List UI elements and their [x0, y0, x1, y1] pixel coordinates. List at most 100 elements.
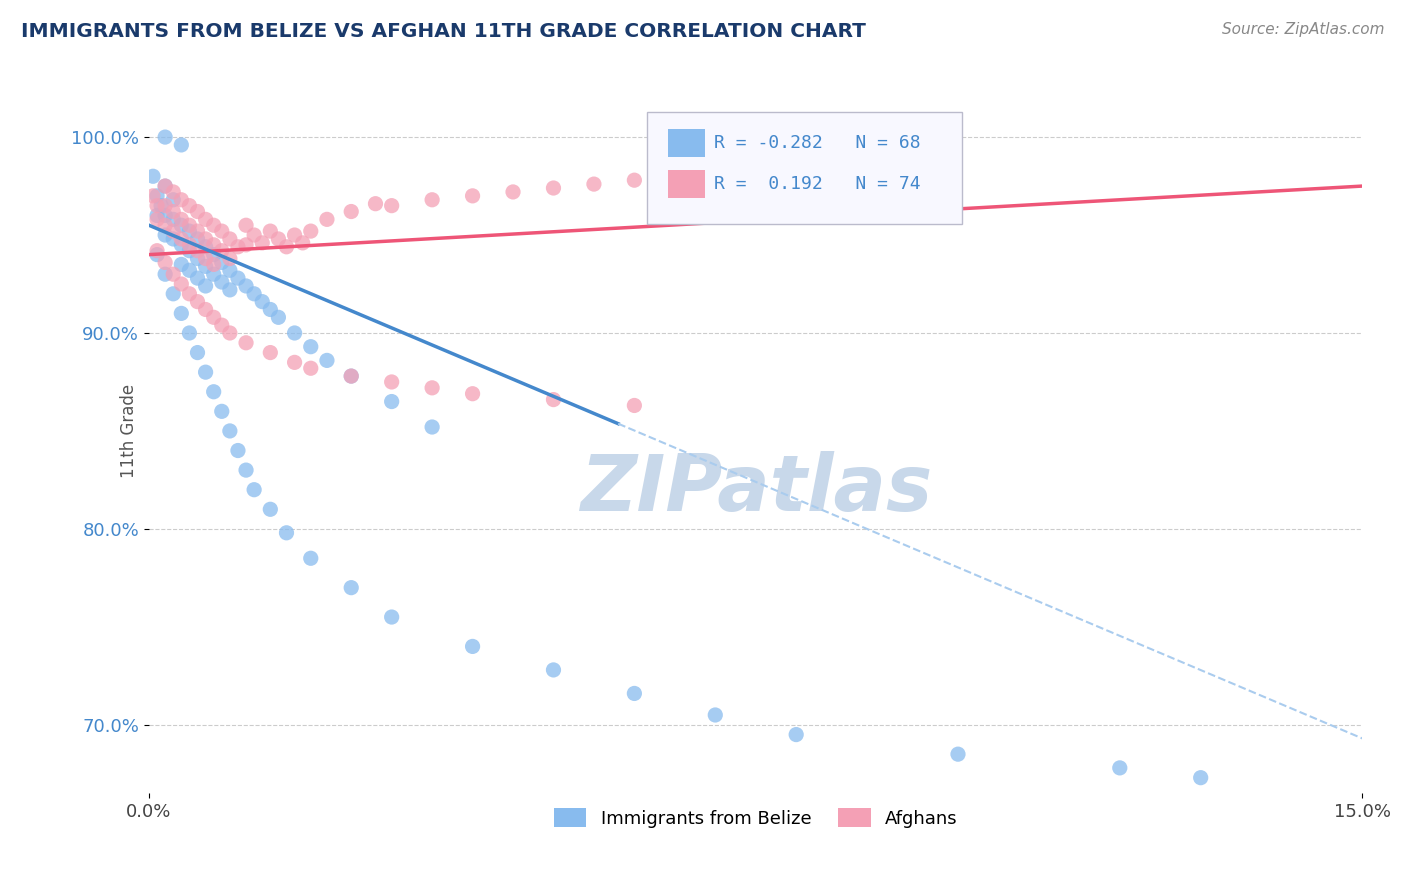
Point	[170, 257, 193, 271]
Point	[170, 219, 193, 233]
Point	[1108, 761, 1130, 775]
Point	[243, 227, 266, 242]
Point	[162, 267, 184, 281]
Point	[226, 443, 249, 458]
Point	[170, 277, 193, 291]
Point	[194, 240, 217, 254]
Point	[340, 204, 363, 219]
Point	[316, 353, 339, 368]
Point	[170, 212, 193, 227]
Point	[299, 340, 322, 354]
Point	[218, 326, 240, 340]
Point	[218, 263, 240, 277]
Point	[218, 232, 240, 246]
Point	[186, 271, 208, 285]
Point	[316, 212, 339, 227]
Point	[785, 728, 807, 742]
Point	[153, 267, 176, 281]
Point	[381, 394, 404, 409]
Point	[162, 204, 184, 219]
Point	[211, 318, 233, 333]
Point	[704, 708, 727, 723]
Point	[211, 275, 233, 289]
Point	[202, 257, 225, 271]
Point	[235, 237, 257, 252]
Point	[186, 232, 208, 246]
Legend: Immigrants from Belize, Afghans: Immigrants from Belize, Afghans	[547, 801, 965, 835]
Point	[202, 247, 225, 261]
Point	[259, 224, 281, 238]
Point	[186, 252, 208, 266]
Point	[194, 232, 217, 246]
Point	[153, 209, 176, 223]
Point	[153, 179, 176, 194]
Point	[252, 294, 274, 309]
Point	[146, 189, 169, 203]
Point	[381, 199, 404, 213]
Point	[235, 463, 257, 477]
Point	[211, 255, 233, 269]
Point	[162, 232, 184, 246]
Point	[218, 252, 240, 266]
Point	[218, 424, 240, 438]
FancyBboxPatch shape	[647, 112, 962, 225]
Point	[226, 271, 249, 285]
Point	[543, 392, 565, 407]
Point	[381, 375, 404, 389]
Point	[162, 185, 184, 199]
Point	[276, 525, 298, 540]
Bar	[668, 170, 704, 197]
Point	[218, 283, 240, 297]
Point	[623, 173, 645, 187]
Point	[194, 260, 217, 274]
Point	[194, 365, 217, 379]
Point	[202, 219, 225, 233]
Point	[170, 137, 193, 152]
Point	[340, 581, 363, 595]
Point	[235, 335, 257, 350]
Point	[179, 224, 201, 238]
Bar	[668, 129, 704, 157]
Point	[420, 381, 443, 395]
Point	[179, 219, 201, 233]
Point	[146, 199, 169, 213]
Point	[186, 224, 208, 238]
Point	[259, 345, 281, 359]
Point	[340, 369, 363, 384]
Point	[170, 237, 193, 252]
Point	[243, 483, 266, 497]
Point	[299, 361, 322, 376]
Point	[340, 369, 363, 384]
Point	[461, 640, 484, 654]
Point	[153, 179, 176, 194]
Point	[146, 209, 169, 223]
Point	[202, 310, 225, 325]
Text: IMMIGRANTS FROM BELIZE VS AFGHAN 11TH GRADE CORRELATION CHART: IMMIGRANTS FROM BELIZE VS AFGHAN 11TH GR…	[21, 22, 866, 41]
Point	[502, 185, 524, 199]
Point	[1189, 771, 1212, 785]
Point	[276, 240, 298, 254]
Point	[179, 244, 201, 258]
Point	[179, 326, 201, 340]
Point	[186, 345, 208, 359]
Point	[170, 232, 193, 246]
Point	[420, 420, 443, 434]
Point	[153, 130, 176, 145]
Point	[162, 286, 184, 301]
Point	[267, 310, 290, 325]
Point	[179, 286, 201, 301]
Point	[582, 177, 605, 191]
Point	[186, 204, 208, 219]
Point	[146, 244, 169, 258]
Point	[202, 384, 225, 399]
Y-axis label: 11th Grade: 11th Grade	[120, 384, 138, 478]
Point	[284, 227, 307, 242]
Point	[420, 193, 443, 207]
Point	[162, 212, 184, 227]
Text: R = -0.282   N = 68: R = -0.282 N = 68	[714, 134, 921, 153]
Point	[364, 196, 387, 211]
Point	[866, 150, 889, 164]
Point	[243, 286, 266, 301]
Text: ZIPatlas: ZIPatlas	[579, 451, 932, 527]
Point	[543, 663, 565, 677]
